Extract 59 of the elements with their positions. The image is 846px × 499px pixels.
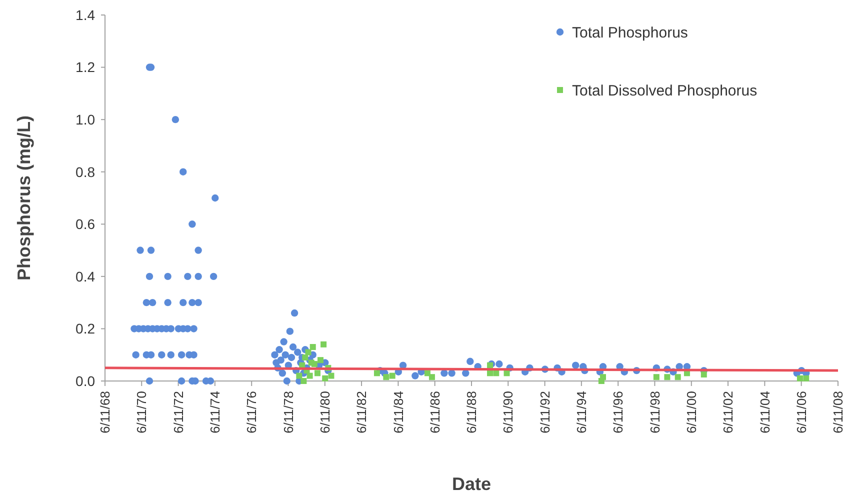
x-tick-label: 6/11/00	[684, 391, 699, 434]
point	[314, 370, 320, 376]
point	[796, 375, 803, 382]
point	[493, 370, 500, 376]
point	[322, 375, 328, 382]
y-tick-label: 0.6	[76, 216, 96, 232]
point	[302, 354, 308, 360]
x-tick-label: 6/11/94	[574, 391, 589, 434]
y-tick-label: 1.0	[76, 111, 96, 128]
legend-label: Total Phosphorus	[572, 24, 688, 42]
x-tick-label: 6/11/06	[794, 391, 809, 434]
x-tick-label: 6/11/68	[98, 391, 113, 434]
y-tick-label: 1.4	[76, 6, 96, 23]
x-tick-label: 6/11/74	[207, 391, 222, 434]
point	[300, 378, 307, 384]
point	[664, 374, 670, 380]
x-tick-label: 6/11/98	[647, 391, 662, 434]
point	[487, 370, 494, 376]
point	[428, 374, 435, 380]
point	[653, 374, 660, 380]
point	[374, 370, 380, 376]
point	[383, 374, 390, 380]
point	[320, 341, 327, 348]
point	[311, 361, 318, 368]
point	[504, 370, 510, 376]
point	[296, 372, 302, 379]
x-tick-label: 6/11/72	[170, 391, 186, 434]
point	[700, 371, 707, 378]
y-tick-label: 0.4	[76, 268, 96, 284]
y-axis-title: Phosphorus (mg/L)	[14, 116, 34, 280]
x-tick-label: 6/11/08	[830, 391, 846, 434]
legend-label: Total Dissolved Phosphorus	[572, 82, 758, 100]
x-axis-title: Date	[452, 474, 492, 494]
point	[317, 357, 324, 364]
point	[674, 374, 681, 380]
point	[803, 375, 810, 382]
point	[389, 372, 396, 379]
y-tick-label: 1.2	[76, 59, 96, 76]
point	[600, 374, 606, 380]
x-tick-label: 6/11/96	[610, 391, 626, 434]
x-tick-label: 6/11/70	[134, 391, 150, 434]
x-tick-label: 6/11/04	[757, 391, 772, 434]
y-tick-label: 0.0	[76, 372, 96, 389]
x-tick-label: 6/11/90	[500, 391, 516, 434]
point	[306, 372, 313, 379]
point	[328, 372, 334, 379]
x-tick-label: 6/11/84	[390, 391, 406, 434]
x-tick-label: 6/11/76	[244, 391, 260, 434]
y-tick-label: 0.2	[76, 320, 96, 337]
point	[305, 349, 312, 356]
x-tick-label: 6/11/02	[720, 391, 736, 434]
y-tick-label: 0.8	[76, 164, 96, 180]
x-tick-label: 6/11/82	[354, 391, 370, 434]
x-tick-label: 6/11/92	[537, 391, 552, 434]
x-tick-label: 6/11/88	[464, 391, 480, 434]
x-tick-label: 6/11/86	[427, 391, 442, 434]
x-tick-label: 6/11/80	[317, 391, 332, 434]
point	[310, 344, 316, 350]
x-tick-label: 6/11/78	[280, 391, 296, 434]
